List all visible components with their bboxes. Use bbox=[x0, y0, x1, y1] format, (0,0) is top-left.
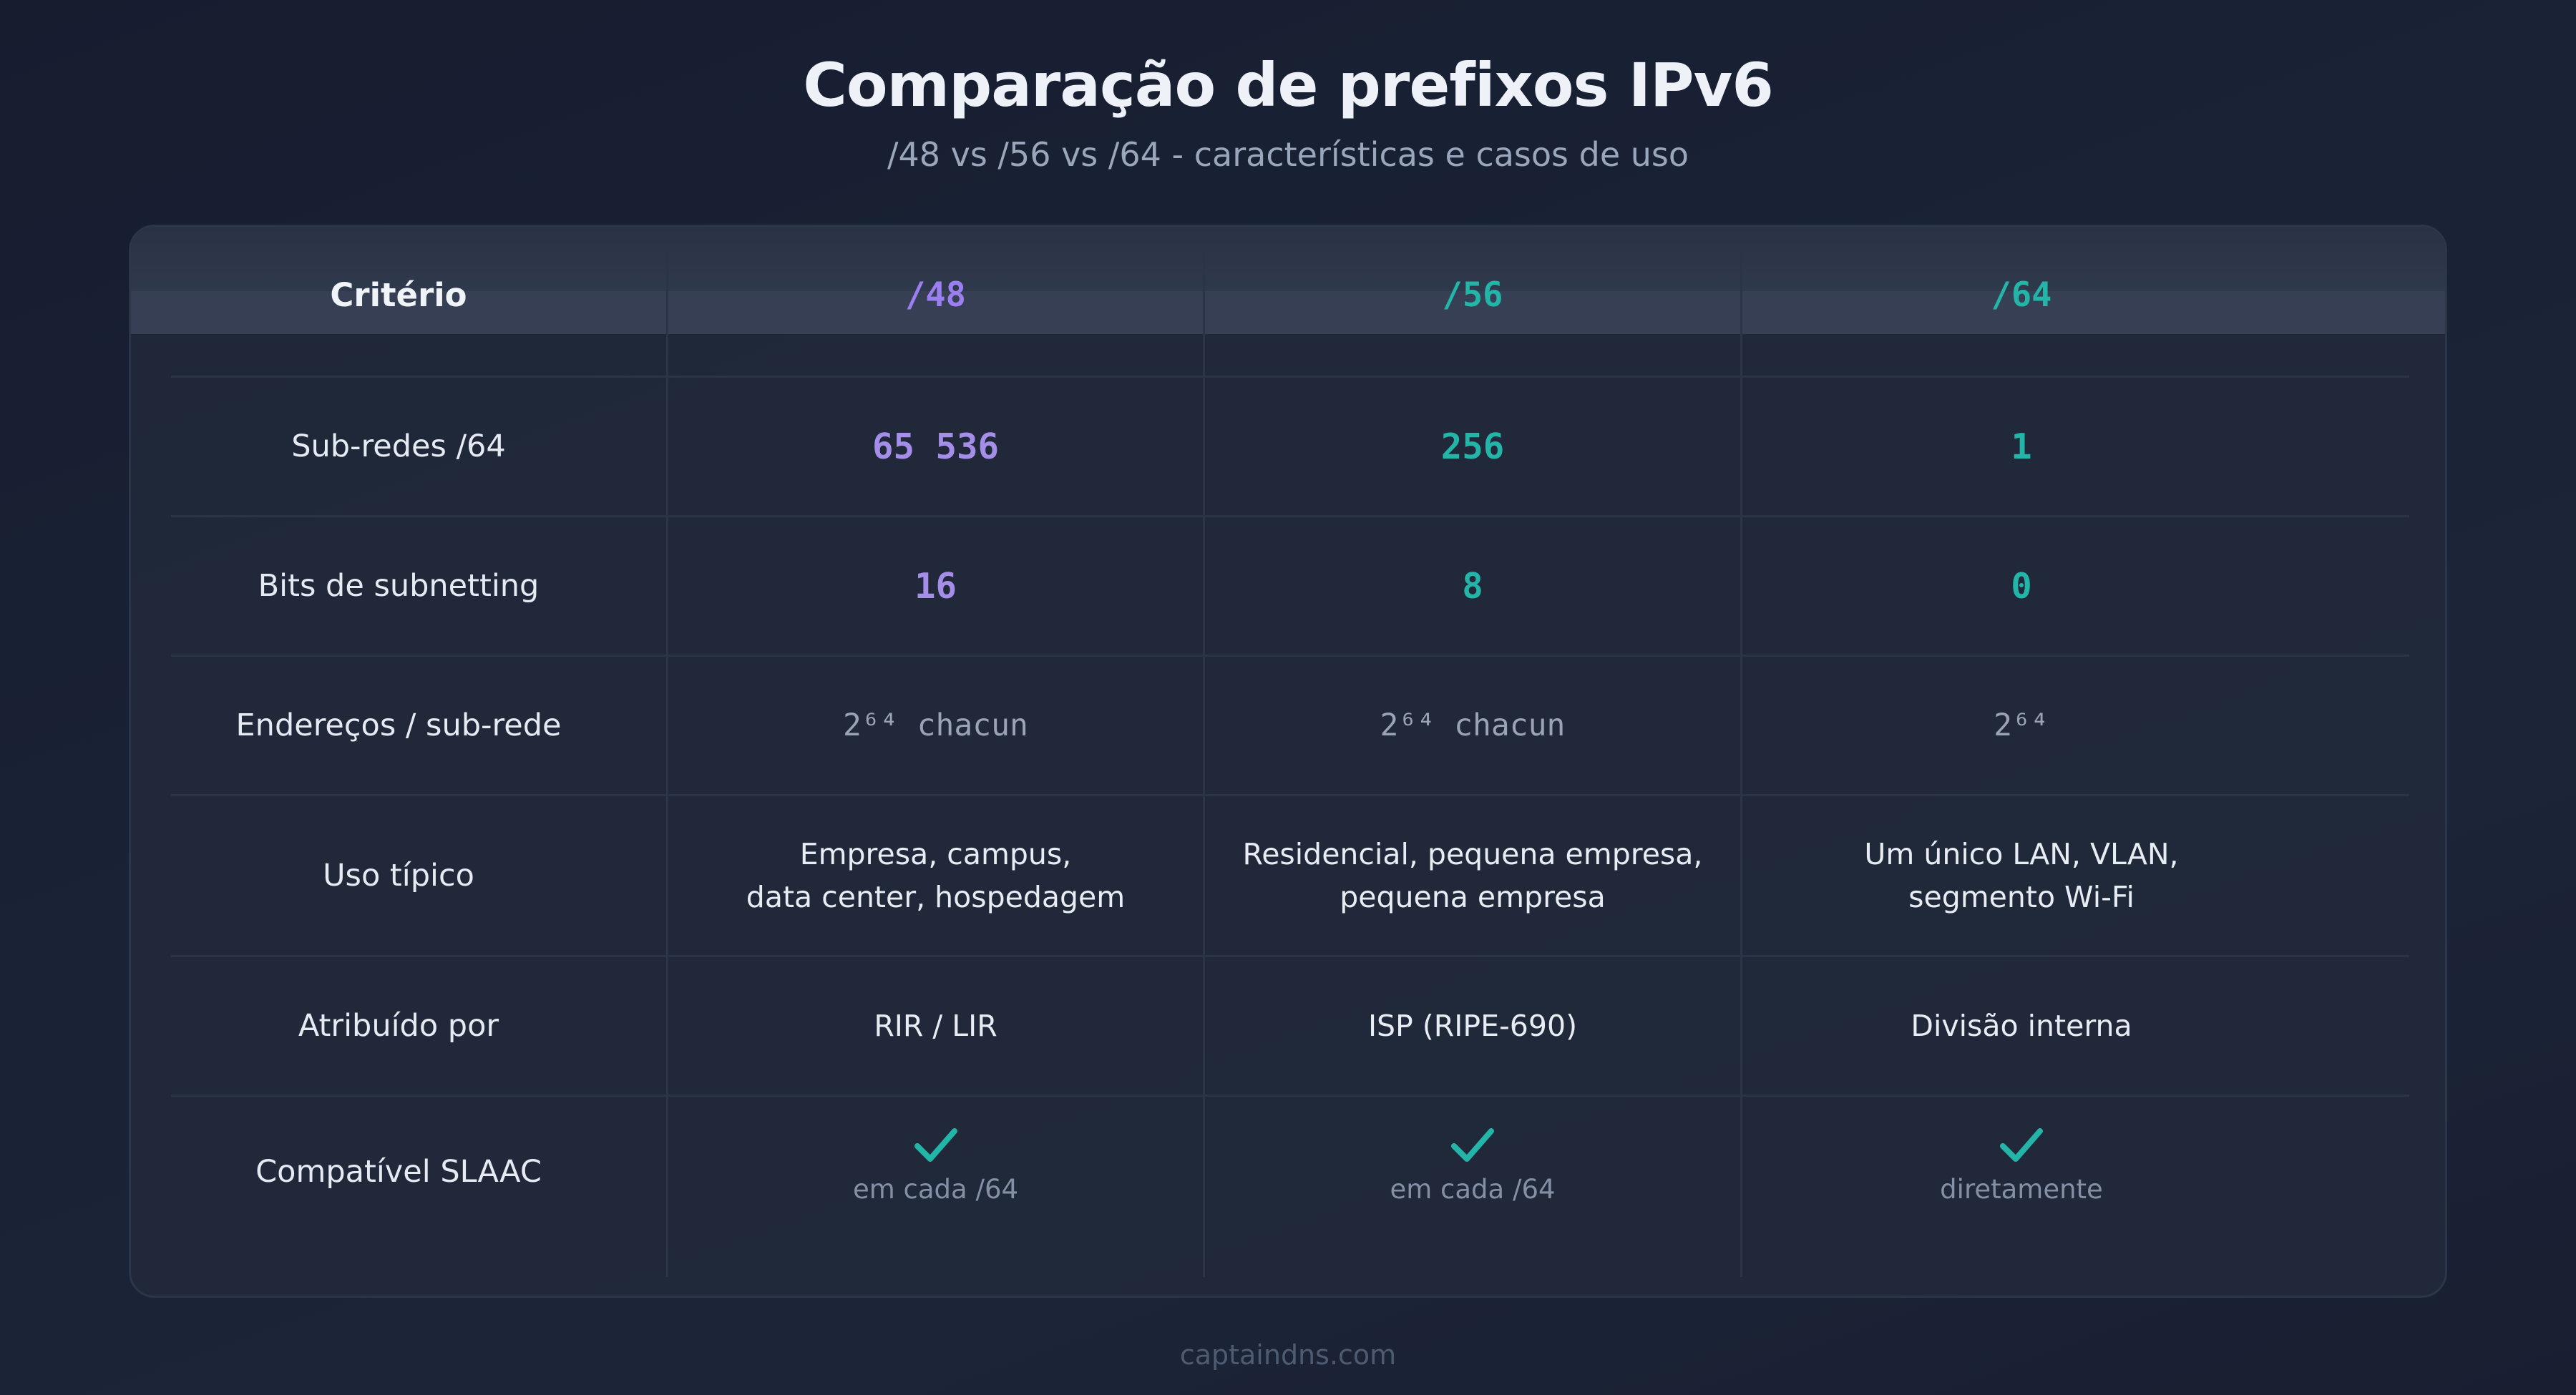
value-use-48-line-1: Empresa, campus, bbox=[799, 837, 1072, 871]
check-icon bbox=[1451, 1128, 1494, 1162]
value-bits-48: 16 bbox=[914, 565, 957, 607]
comparison-table: Critério /48 /56 /64 Sub-redes /64 65 53… bbox=[129, 225, 2447, 1298]
value-assigned-48: RIR / LIR bbox=[874, 1009, 997, 1043]
criterion-slaac: Compatível SLAAC bbox=[255, 1154, 542, 1190]
criterion-typical-use: Uso típico bbox=[323, 858, 474, 894]
slaac-note-48: em cada /64 bbox=[852, 1174, 1019, 1205]
value-use-48-line-2: data center, hospedagem bbox=[746, 880, 1126, 914]
header-prefix-64: /64 bbox=[1991, 275, 2052, 315]
row-divider bbox=[171, 794, 2409, 796]
slaac-note-64: diretamente bbox=[1940, 1174, 2103, 1205]
value-addresses-48: 2⁶⁴ chacun bbox=[843, 708, 1028, 743]
check-icon bbox=[914, 1128, 957, 1162]
row-divider bbox=[171, 655, 2409, 657]
row-divider bbox=[171, 376, 2409, 378]
value-assigned-56: ISP (RIPE-690) bbox=[1367, 1009, 1578, 1043]
value-assigned-64: Divisão interna bbox=[1911, 1009, 2132, 1043]
value-slaac-48: em cada /64 bbox=[668, 1125, 1203, 1268]
header-prefix-56: /56 bbox=[1442, 275, 1503, 315]
criterion-subnet-bits: Bits de subnetting bbox=[258, 568, 540, 604]
criterion-addresses: Endereços / sub-rede bbox=[235, 708, 562, 743]
criterion-subnets: Sub-redes /64 bbox=[291, 429, 506, 464]
column-divider bbox=[1740, 247, 1742, 1277]
value-slaac-56: em cada /64 bbox=[1205, 1125, 1740, 1268]
row-divider bbox=[171, 955, 2409, 957]
value-use-64: Um único LAN, VLAN, segmento Wi-Fi bbox=[1742, 796, 2301, 955]
column-divider bbox=[666, 247, 668, 1277]
footer-source: captaindns.com bbox=[1179, 1339, 1397, 1371]
value-bits-56: 8 bbox=[1462, 565, 1483, 607]
value-bits-64: 0 bbox=[2011, 565, 2032, 607]
row-divider bbox=[171, 1095, 2409, 1097]
value-use-64-line-2: segmento Wi-Fi bbox=[1908, 880, 2135, 914]
check-icon bbox=[2000, 1128, 2043, 1162]
value-subnets-64: 1 bbox=[2011, 426, 2032, 467]
column-divider bbox=[1203, 247, 1205, 1277]
page-title: Comparação de prefixos IPv6 bbox=[803, 50, 1774, 120]
value-use-48: Empresa, campus, data center, hospedagem bbox=[668, 796, 1203, 955]
value-use-56-line-1: Residencial, pequena empresa, bbox=[1242, 837, 1703, 871]
value-addresses-64: 2⁶⁴ bbox=[1994, 708, 2049, 743]
slaac-note-56: em cada /64 bbox=[1390, 1174, 1556, 1205]
value-subnets-56: 256 bbox=[1440, 426, 1505, 467]
table-header-band bbox=[131, 227, 2445, 334]
value-use-64-line-1: Um único LAN, VLAN, bbox=[1864, 837, 2179, 871]
value-use-56-line-2: pequena empresa bbox=[1340, 880, 1606, 914]
header-prefix-48: /48 bbox=[905, 275, 966, 315]
value-slaac-64: diretamente bbox=[1742, 1125, 2301, 1268]
row-divider bbox=[171, 515, 2409, 517]
value-use-56: Residencial, pequena empresa, pequena em… bbox=[1205, 796, 1740, 955]
header-criterion: Critério bbox=[330, 275, 467, 314]
criterion-assigned-by: Atribuído por bbox=[298, 1008, 499, 1044]
value-subnets-48: 65 536 bbox=[872, 426, 999, 467]
page-subtitle: /48 vs /56 vs /64 - características e ca… bbox=[887, 135, 1689, 174]
value-addresses-56: 2⁶⁴ chacun bbox=[1380, 708, 1566, 743]
